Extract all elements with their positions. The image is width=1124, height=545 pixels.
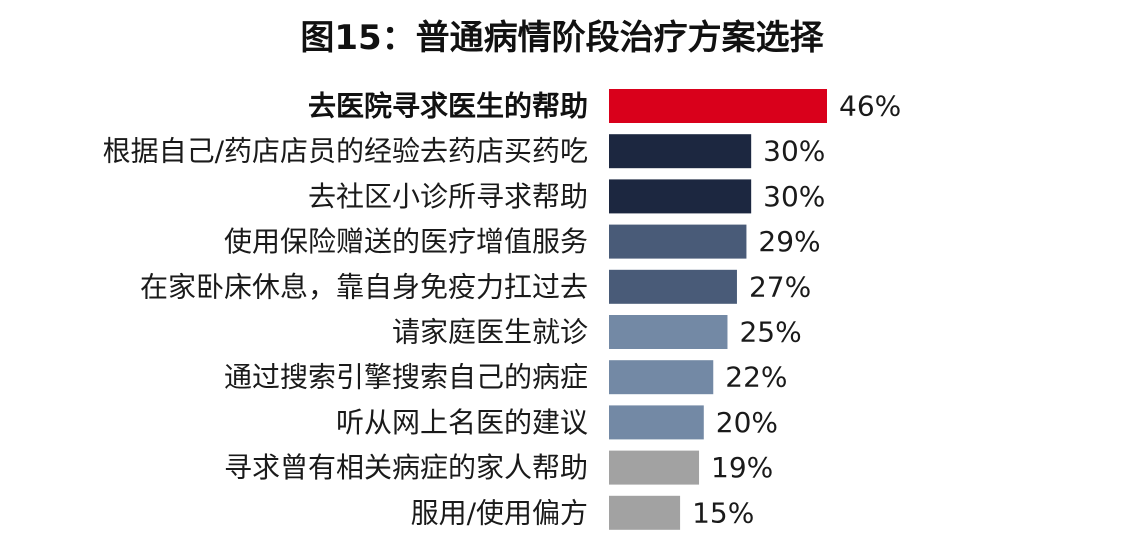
category-label: 去医院寻求医生的帮助 [308,90,588,123]
category-label: 服用/使用偏方 [411,496,588,529]
bar [609,450,700,485]
category-label: 听从网上名医的建议 [336,406,588,439]
value-label: 22% [725,361,787,394]
bar [609,224,747,259]
value-label: 30% [763,180,825,213]
bar [609,360,714,395]
bar [609,89,827,123]
bar [609,134,752,169]
chart-title: 图15：普通病情阶段治疗方案选择 [300,18,824,58]
bar [609,405,704,440]
bar [609,269,737,304]
value-label: 19% [711,451,773,484]
bar [609,315,728,349]
category-label: 请家庭医生就诊 [392,316,588,349]
category-label: 在家卧床休息，靠自身免疫力扛过去 [140,270,588,303]
category-label: 通过搜索引擎搜索自己的病症 [224,361,588,394]
value-label: 15% [692,496,754,529]
category-label: 寻求曾有相关病症的家人帮助 [224,451,588,484]
category-label: 去社区小诊所寻求帮助 [308,180,588,213]
value-label: 27% [749,270,811,303]
category-label: 使用保险赠送的医疗增值服务 [224,225,588,258]
bar [609,179,752,214]
value-label: 30% [763,135,825,168]
value-label: 20% [716,406,778,439]
value-label: 25% [739,316,801,349]
value-label: 29% [758,225,820,258]
bar [609,495,681,530]
category-label: 根据自己/药店店员的经验去药店买药吃 [103,135,588,168]
value-label: 46% [839,90,901,123]
bars-layer: 去医院寻求医生的帮助 46% 根据自己/药店店员的经验去药店买药吃 30% 去社区小诊所… [103,89,901,530]
